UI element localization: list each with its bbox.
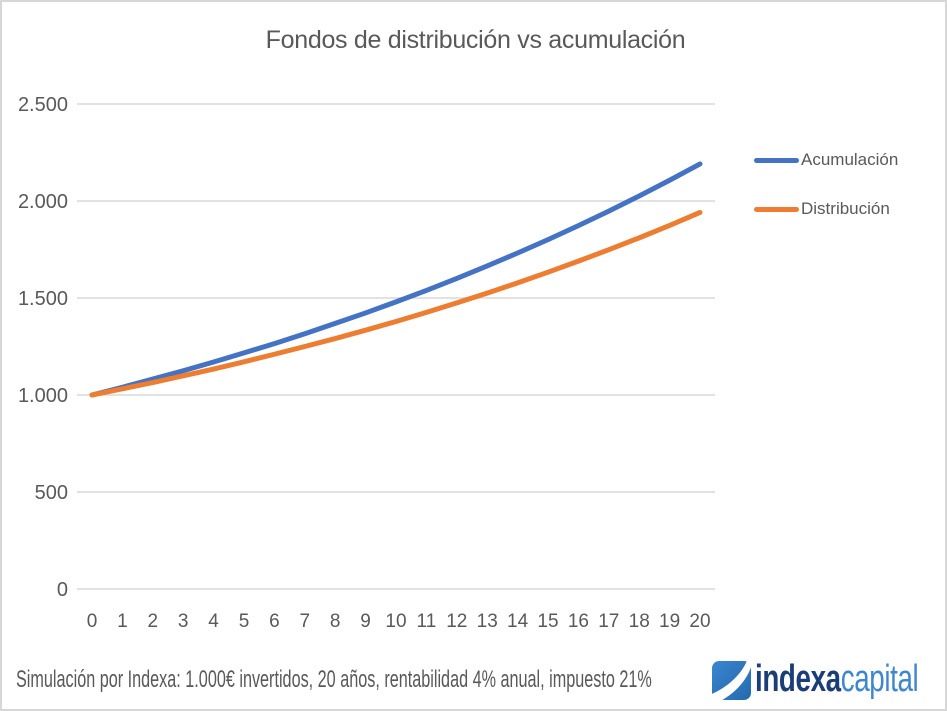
chart-title: Fondos de distribución vs acumulación	[265, 26, 686, 54]
legend-label-acumulacion: Acumulación	[801, 150, 899, 169]
logo-text-capital: capital	[840, 658, 919, 700]
logo-text: indexacapital	[755, 658, 919, 700]
logo-text-indexa: indexa	[755, 658, 841, 700]
indexa-logo-icon	[712, 661, 751, 700]
x-axis-tick-label: 7	[300, 611, 311, 632]
indexa-capital-logo[interactable]: indexacapital	[712, 658, 945, 703]
x-axis-tick-label: 10	[385, 611, 406, 632]
x-axis-tick-label: 9	[360, 611, 371, 632]
logo-text-wrap: indexacapital	[755, 658, 945, 703]
y-axis-tick-label: 0	[57, 579, 68, 601]
x-axis-tick-label: 11	[417, 611, 437, 632]
x-axis-tick-label: 1	[117, 611, 128, 632]
x-axis-tick-label: 6	[269, 611, 280, 632]
y-axis-tick-label: 1.000	[18, 385, 68, 407]
legend-item-distribucion[interactable]: Distribución	[754, 198, 890, 220]
series-line-distribucion	[89, 209, 703, 398]
x-axis-tick-label: 13	[477, 611, 498, 632]
x-axis-tick-label: 18	[629, 611, 650, 632]
legend-item-acumulacion[interactable]: Acumulación	[754, 149, 898, 171]
x-axis-tick-label: 16	[568, 611, 589, 632]
legend-swatch-distribucion	[754, 206, 799, 212]
x-axis-tick-label: 8	[330, 611, 341, 632]
x-axis-tick-label: 0	[87, 611, 98, 632]
x-axis-tick-label: 19	[659, 611, 680, 632]
y-axis-labels: 0 500 1.000 1.500 2.000 2.500	[18, 94, 68, 601]
x-axis-labels: 0 1 2 3 4 5 6 7 8 9 10 11 12 13 14 15 16 17 18 19 20	[87, 611, 711, 632]
x-axis-tick-label: 15	[537, 611, 558, 632]
legend-swatch-acumulacion	[754, 157, 799, 163]
legend-label-distribucion: Distribución	[801, 199, 890, 218]
simulation-note: Simulación por Indexa: 1.000€ invertidos…	[16, 666, 652, 693]
y-axis-tick-label: 2.500	[18, 94, 68, 116]
x-axis-tick-label: 20	[689, 611, 710, 632]
x-axis-tick-label: 4	[208, 611, 219, 632]
y-axis-tick-label: 1.500	[18, 288, 68, 310]
y-axis-tick-label: 2.000	[18, 191, 68, 213]
x-axis-tick-label: 2	[148, 611, 159, 632]
x-axis-tick-label: 17	[598, 611, 619, 632]
y-axis-tick-label: 500	[35, 482, 68, 504]
x-axis-tick-label: 14	[507, 611, 529, 632]
x-axis-tick-label: 3	[178, 611, 189, 632]
x-axis-tick-label: 12	[446, 611, 467, 632]
series-line-acumulacion	[89, 161, 703, 398]
footer-note-wrap: Simulación por Indexa: 1.000€ invertidos…	[16, 665, 945, 695]
gridlines	[77, 103, 715, 590]
x-axis-tick-label: 5	[239, 611, 250, 632]
